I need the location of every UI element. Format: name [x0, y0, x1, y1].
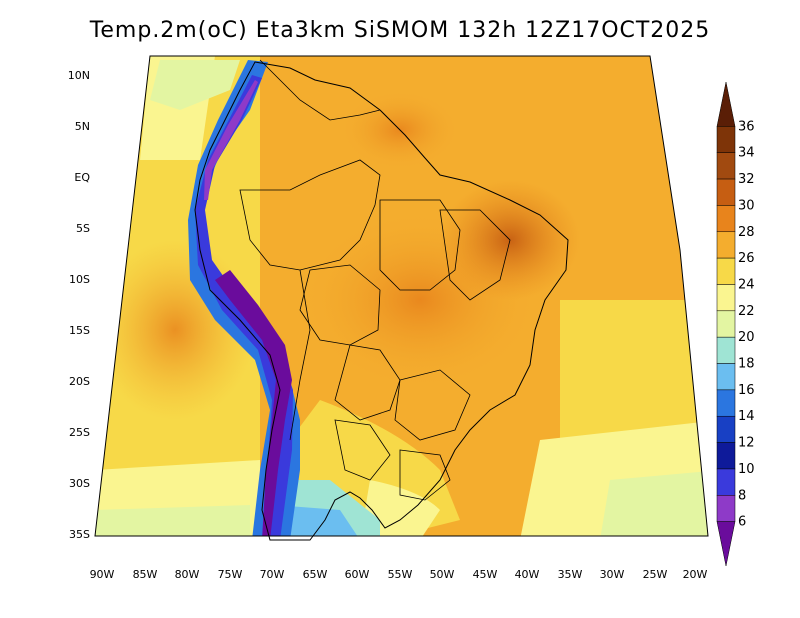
colorbar-label: 16	[738, 383, 755, 398]
colorbar-label: 24	[738, 277, 755, 292]
temperature-field	[95, 56, 708, 536]
coastline	[194, 61, 569, 541]
lon-label: 60W	[345, 568, 370, 581]
lat-label: 15S	[69, 324, 90, 337]
lon-label: 50W	[430, 568, 455, 581]
lon-label: 55W	[388, 568, 413, 581]
lon-label: 85W	[133, 568, 158, 581]
colorbar-swatch	[716, 152, 736, 180]
colorbar-label: 32	[738, 172, 755, 187]
lon-label: 80W	[175, 568, 200, 581]
latitude-axis: 10N 5N EQ 5S 10S 15S 20S 25S 30S 35S	[68, 69, 91, 541]
atlantic-cool-edge	[600, 470, 708, 536]
colorbar-label: 20	[738, 330, 755, 345]
colorbar: 36 34 32 30 28 26 24 22 20 18 16 14 12 10 8 6	[716, 81, 755, 567]
colorbar-swatch	[716, 336, 736, 364]
lon-label: 90W	[90, 568, 115, 581]
colorbar-swatch	[716, 178, 736, 206]
lon-label: 25W	[643, 568, 668, 581]
colorbar-swatch	[716, 126, 736, 153]
lat-label: 5N	[75, 120, 90, 133]
lat-label: 10S	[69, 273, 90, 286]
colorbar-label: 28	[738, 225, 755, 240]
colorbar-label: 36	[738, 119, 755, 134]
colorbar-swatch	[716, 495, 736, 522]
lon-label: 20W	[683, 568, 708, 581]
country-borders	[239, 59, 511, 501]
pacific-cold-south	[95, 505, 250, 536]
lat-label: 35S	[69, 528, 90, 541]
lon-label: 45W	[473, 568, 498, 581]
colorbar-swatch	[716, 81, 736, 127]
colorbar-label: 30	[738, 198, 755, 213]
lat-label: 10N	[68, 69, 90, 82]
colorbar-label: 12	[738, 436, 755, 451]
lon-label: 65W	[303, 568, 328, 581]
colorbar-swatch	[716, 231, 736, 259]
longitude-axis: 90W 85W 80W 75W 70W 65W 60W 55W 50W 45W …	[90, 568, 708, 581]
map-title: Temp.2m(oC) Eta3km SiSMOM 132h 12Z17OCT2…	[89, 18, 711, 43]
lat-label: 30S	[69, 477, 90, 490]
lon-label: 30W	[600, 568, 625, 581]
lat-label: 20S	[69, 375, 90, 388]
colorbar-swatch	[716, 521, 736, 567]
colorbar-swatch	[716, 205, 736, 233]
lat-label: 25S	[69, 426, 90, 439]
colorbar-label: 6	[738, 515, 746, 530]
colorbar-label: 22	[738, 304, 755, 319]
colorbar-swatch	[716, 442, 736, 470]
lon-label: 40W	[515, 568, 540, 581]
colorbar-label: 26	[738, 251, 755, 266]
colorbar-label: 18	[738, 357, 755, 372]
colorbar-label: 14	[738, 409, 755, 424]
colorbar-swatch	[716, 468, 736, 496]
colorbar-swatch	[716, 363, 736, 391]
andes-northern-core	[204, 80, 258, 200]
lon-label: 70W	[260, 568, 285, 581]
lon-label: 75W	[218, 568, 243, 581]
lat-label: 5S	[76, 222, 90, 235]
map-frame	[94, 55, 709, 537]
lat-label: EQ	[74, 171, 90, 184]
colorbar-label: 34	[738, 146, 755, 161]
atlantic-warm-band	[560, 56, 708, 316]
lon-label: 35W	[558, 568, 583, 581]
colorbar-swatch	[716, 415, 736, 443]
colorbar-swatch	[716, 310, 736, 338]
colorbar-swatch	[716, 284, 736, 312]
andes-cold-core	[215, 270, 292, 536]
colorbar-swatch	[716, 389, 736, 417]
colorbar-label: 8	[738, 488, 746, 503]
colorbar-label: 10	[738, 462, 755, 477]
pacific-coast-cool	[150, 60, 240, 110]
colorbar-swatch	[716, 257, 736, 285]
